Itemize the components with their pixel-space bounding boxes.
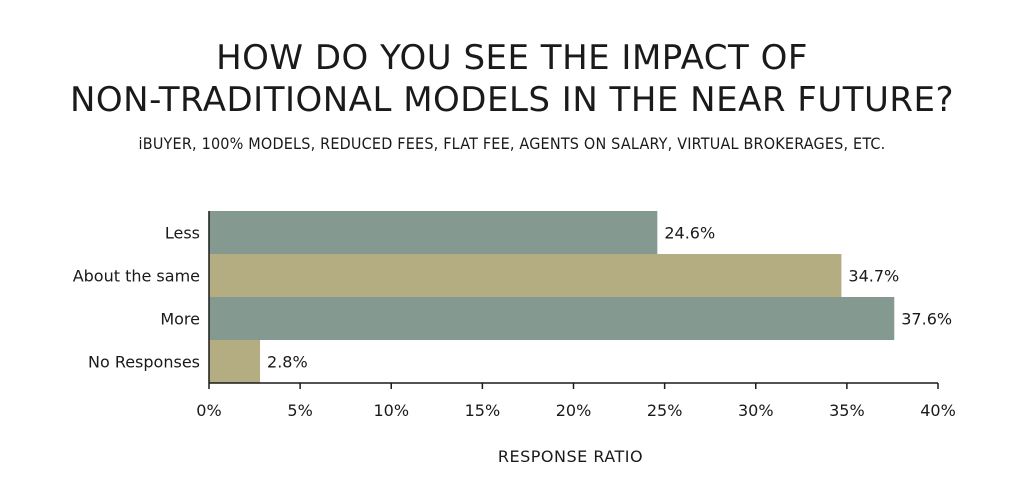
data-label-0: 24.6% <box>664 224 715 243</box>
x-tick-label-3: 15% <box>465 401 501 420</box>
bar-3 <box>209 340 261 383</box>
x-tick-label-2: 10% <box>373 401 409 420</box>
x-tick-label-5: 25% <box>647 401 683 420</box>
data-label-2: 37.6% <box>901 310 952 329</box>
bar-2 <box>209 297 895 340</box>
category-label-2: More <box>160 310 200 329</box>
data-label-1: 34.7% <box>848 267 899 286</box>
x-axis-title: RESPONSE RATIO <box>498 447 643 466</box>
category-label-1: About the same <box>73 267 200 286</box>
x-tick-label-6: 30% <box>738 401 774 420</box>
bar-0 <box>209 211 658 254</box>
bar-1 <box>209 254 842 297</box>
x-tick-label-1: 5% <box>287 401 312 420</box>
category-label-3: No Responses <box>88 353 200 372</box>
x-tick-label-7: 35% <box>829 401 865 420</box>
chart-subtitle: iBUYER, 100% MODELS, REDUCED FEES, FLAT … <box>138 134 886 153</box>
x-tick-label-8: 40% <box>920 401 956 420</box>
category-label-0: Less <box>165 224 200 243</box>
x-tick-label-4: 20% <box>556 401 592 420</box>
chart-title-line-2: NON-TRADITIONAL MODELS IN THE NEAR FUTUR… <box>69 80 955 120</box>
chart-title-line-1: HOW DO YOU SEE THE IMPACT OF <box>216 38 808 78</box>
x-tick-label-0: 0% <box>196 401 221 420</box>
data-label-3: 2.8% <box>267 353 308 372</box>
